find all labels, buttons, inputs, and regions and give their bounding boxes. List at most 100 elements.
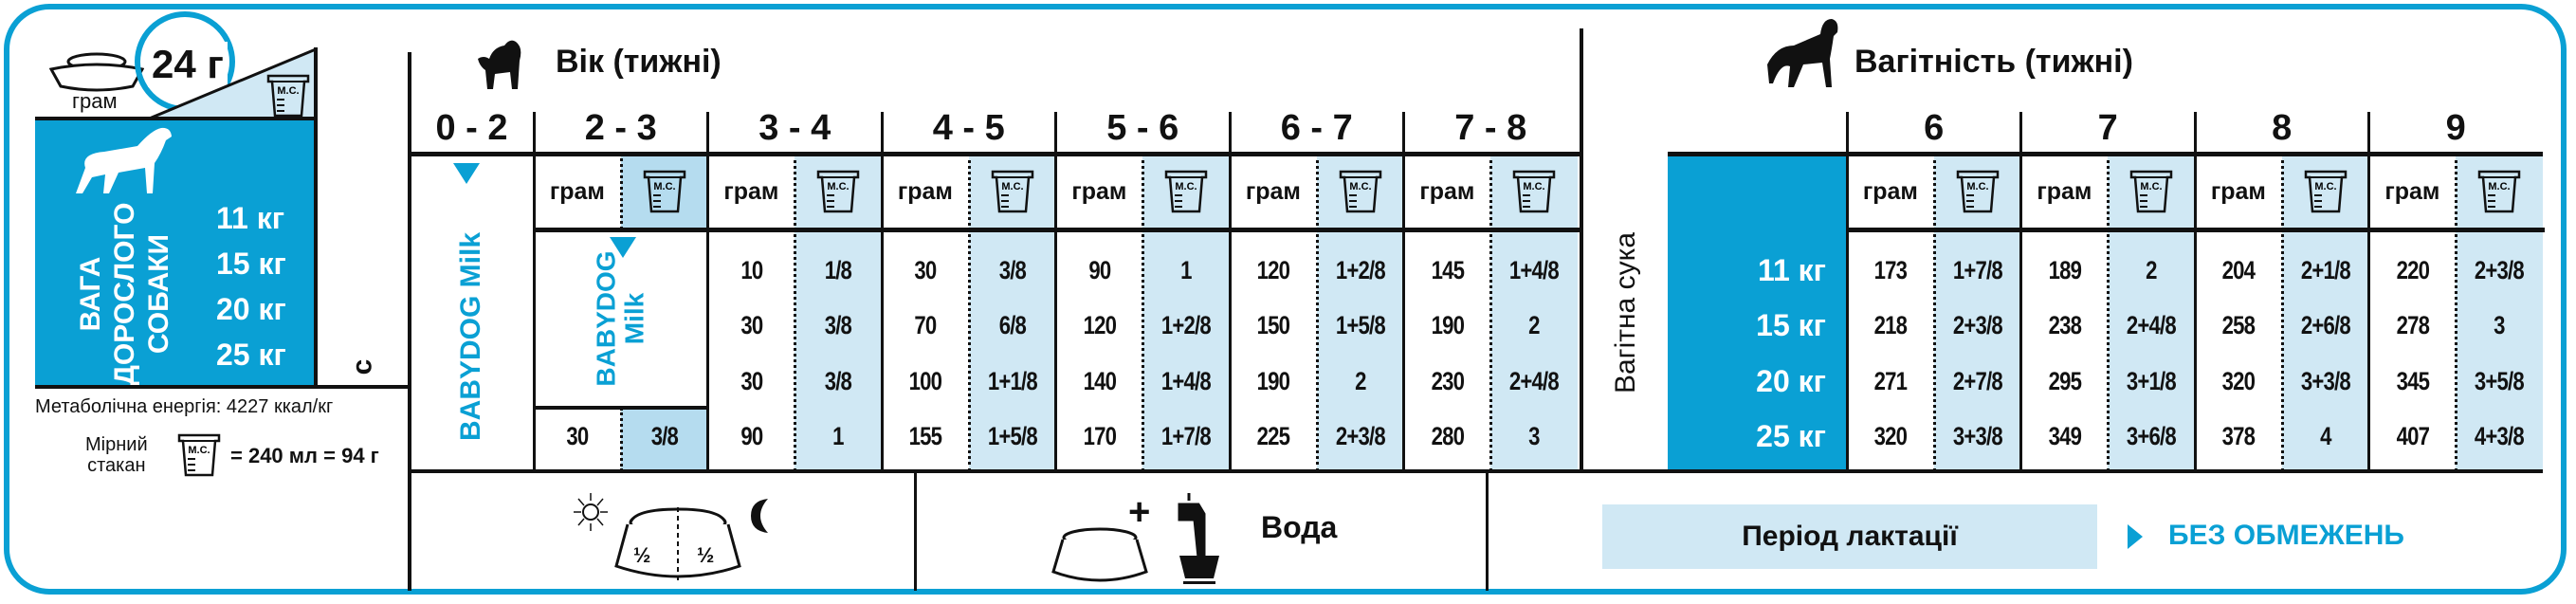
babydog-milk-line: Milk	[619, 292, 649, 345]
pregnant-bitch-text: Вагітна сука	[1610, 231, 1642, 394]
dotted-divider	[794, 154, 797, 471]
cup-value: 1+2/8	[1161, 310, 1212, 339]
babydog-milk-line: BABYDOG	[591, 250, 621, 387]
adult-dog-icon	[1765, 17, 1841, 93]
svg-text:М.С.: М.С.	[1176, 181, 1197, 192]
adult-dog-icon	[71, 125, 175, 201]
cup-value: 1+4/8	[1161, 366, 1212, 395]
gram-value: 345	[2396, 366, 2429, 395]
gram-header: грам	[723, 177, 779, 205]
gram-value: 10	[740, 255, 763, 284]
column-divider	[2193, 112, 2197, 471]
svg-text:М.С.: М.С.	[188, 445, 210, 456]
arrow-right-icon	[2128, 524, 2143, 549]
weight-title-line: ДОРОСЛОГО	[109, 202, 140, 386]
sun-icon	[574, 493, 608, 536]
pregnancy-weight-panel	[1668, 154, 1847, 471]
gram-value: 145	[1431, 255, 1464, 284]
cup-value: 1+7/8	[1952, 255, 2003, 284]
gram-value: 173	[1873, 255, 1908, 284]
cup-text-line: стакан	[87, 455, 146, 476]
gram-value: 280	[1431, 421, 1464, 450]
dotted-divider	[1315, 154, 1319, 471]
cup-value: 1+2/8	[1335, 255, 1386, 284]
column-header: 6 - 7	[1280, 107, 1353, 148]
measuring-cup-icon: М.С.	[1317, 167, 1404, 216]
divider	[1486, 471, 1489, 591]
gram-value: 220	[2396, 255, 2429, 284]
cup-column	[1490, 154, 1578, 471]
subheader-line	[1403, 228, 1580, 232]
gram-header: грам	[549, 177, 605, 205]
measuring-cup-icon: М.С.	[969, 167, 1056, 216]
lactation-label: Період лактації	[1742, 521, 1958, 552]
cup-value: 3/8	[824, 310, 852, 339]
cup-value: 3	[1528, 421, 1540, 450]
gram-value: 155	[908, 421, 942, 450]
period-header: 0 - 2	[435, 107, 508, 148]
column-divider	[880, 112, 884, 471]
pregnant-weight-value: 11 кг	[1757, 252, 1826, 287]
cup-value: 3	[2494, 310, 2505, 339]
gram-value: 230	[1431, 366, 1464, 395]
dotted-divider	[1489, 154, 1493, 471]
dotted-divider	[967, 154, 971, 471]
divider	[35, 385, 411, 389]
measuring-cup-icon: М.С.	[176, 432, 222, 478]
cup-value: 2+4/8	[1509, 366, 1560, 395]
gram-value: 30	[566, 421, 589, 450]
gram-value: 120	[1083, 310, 1116, 339]
cup-value: 2	[1528, 310, 1540, 339]
subheader-line	[1055, 228, 1232, 232]
column-header: 9	[2445, 107, 2466, 148]
gram-value: 378	[2221, 421, 2256, 450]
cup-column	[2456, 154, 2543, 471]
svg-text:М.С.: М.С.	[2141, 181, 2163, 192]
cup-column	[2108, 154, 2195, 471]
dotted-divider	[619, 408, 623, 471]
gram-value: 271	[1873, 366, 1908, 395]
svg-text:М.С.: М.С.	[277, 85, 299, 97]
gram-value: 295	[2048, 366, 2081, 395]
subheader-line	[882, 228, 1058, 232]
babydog-milk-label: BABYDOG Milk	[410, 154, 534, 471]
cup-value: 1+5/8	[987, 421, 1038, 450]
svg-text:М.С.: М.С.	[1966, 181, 1988, 192]
cup-value: 3+5/8	[2475, 366, 2525, 395]
cup-text-line: Мірний	[85, 434, 148, 455]
measuring-cup-icon: М.С.	[2108, 167, 2195, 216]
column-divider	[2019, 112, 2022, 471]
cup-value: 1/8	[824, 255, 852, 284]
measuring-cup-icon: М.С.	[621, 167, 708, 216]
cup-value: 3/8	[650, 421, 678, 450]
cup-value: 6/8	[998, 310, 1026, 339]
down-arrow-icon	[453, 163, 480, 184]
lactation-box: Період лактації	[1602, 504, 2097, 569]
column-divider	[1054, 112, 1057, 471]
column-divider	[1228, 112, 1232, 471]
half-label: ½	[697, 543, 715, 567]
svg-text:М.С.: М.С.	[653, 181, 675, 192]
gram-value: 258	[2221, 310, 2256, 339]
gram-value: 190	[1256, 366, 1290, 395]
cup-value: 2+1/8	[2300, 255, 2351, 284]
daily-amount: 24 г	[148, 42, 228, 87]
adult-weight-value: 15 кг	[216, 247, 286, 281]
divider	[914, 471, 917, 591]
cup-value: 1	[832, 421, 844, 450]
column-header: 4 - 5	[932, 107, 1005, 148]
svg-text:М.С.: М.С.	[1001, 181, 1023, 192]
gram-value: 320	[1873, 421, 1908, 450]
half-label: ½	[633, 543, 651, 567]
cup-value: 2+4/8	[2127, 310, 2177, 339]
gram-value: 90	[1087, 255, 1111, 284]
gram-header: грам	[1862, 177, 1918, 205]
column-header: 5 - 6	[1106, 107, 1179, 148]
svg-text:М.С.: М.С.	[1349, 181, 1371, 192]
cup-value: 1+5/8	[1335, 310, 1386, 339]
gram-value: 140	[1083, 366, 1116, 395]
dotted-divider	[619, 154, 623, 229]
gram-header: грам	[2037, 177, 2092, 205]
divider	[314, 47, 318, 387]
gram-value: 100	[908, 366, 942, 395]
